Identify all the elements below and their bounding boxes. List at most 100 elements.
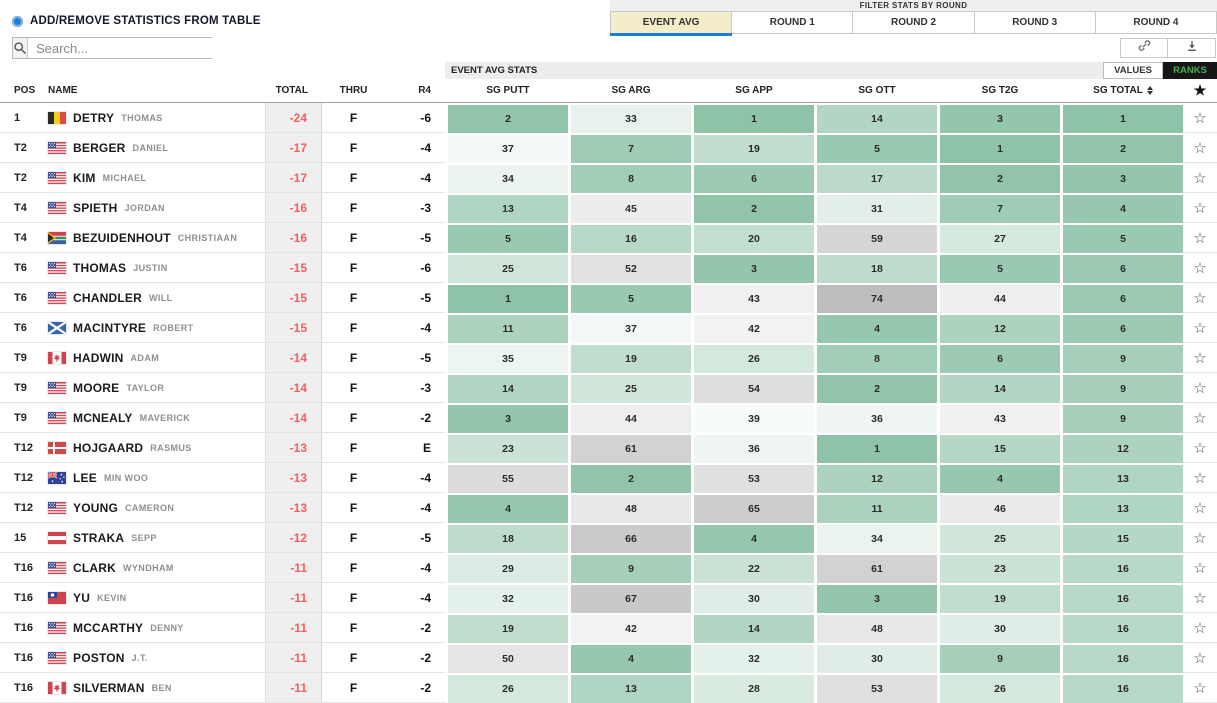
favorite-star[interactable]: ☆ [1183, 343, 1217, 373]
r4-cell: -6 [385, 253, 445, 283]
stat-cell-sg-ott: 5 [817, 134, 937, 163]
col-header-sg-arg[interactable]: SG ARG [571, 85, 691, 96]
favorite-star[interactable]: ☆ [1183, 493, 1217, 523]
total-cell: -14 [265, 343, 322, 373]
favorite-star[interactable]: ☆ [1183, 223, 1217, 253]
player-name-cell[interactable]: THOMAS JUSTIN [48, 253, 265, 283]
stat-cell-sg-t2g: 46 [940, 494, 1060, 523]
col-header-thru[interactable]: THRU [339, 85, 368, 96]
stat-cell-sg-arg: 52 [571, 254, 691, 283]
favorite-star[interactable]: ☆ [1183, 133, 1217, 163]
r4-cell: -4 [385, 133, 445, 163]
player-name-cell[interactable]: HOJGAARD RASMUS [48, 433, 265, 463]
favorite-star[interactable]: ☆ [1183, 433, 1217, 463]
col-header-sg-ott[interactable]: SG OTT [817, 85, 937, 96]
search-input[interactable] [28, 38, 220, 58]
player-first-name: BEN [151, 682, 172, 693]
favorite-star[interactable]: ☆ [1183, 553, 1217, 583]
favorite-star[interactable]: ☆ [1183, 463, 1217, 493]
pos-cell: T9 [0, 373, 48, 403]
flag-at-icon [48, 531, 66, 544]
player-name-cell[interactable]: CLARK WYNDHAM [48, 553, 265, 583]
player-name-cell[interactable]: DETRY THOMAS [48, 103, 265, 133]
player-name-cell[interactable]: MCCARTHY DENNY [48, 613, 265, 643]
player-name-cell[interactable]: STRAKA SEPP [48, 523, 265, 553]
favorite-star[interactable]: ☆ [1183, 583, 1217, 613]
flag-ca-icon [48, 351, 66, 364]
player-name-cell[interactable]: LEE MIN WOO [48, 463, 265, 493]
favorite-star[interactable]: ☆ [1183, 193, 1217, 223]
favorite-star[interactable]: ☆ [1183, 643, 1217, 673]
player-name-cell[interactable]: SPIETH JORDAN [48, 193, 265, 223]
player-name-cell[interactable]: MACINTYRE ROBERT [48, 313, 265, 343]
player-name-cell[interactable]: HADWIN ADAM [48, 343, 265, 373]
player-first-name: J.T. [131, 652, 148, 663]
tab-round-4[interactable]: ROUND 4 [1095, 11, 1217, 34]
copy-link-button[interactable] [1120, 38, 1168, 58]
tab-round-3[interactable]: ROUND 3 [974, 11, 1096, 34]
stat-cell-sg-putt: 14 [448, 374, 568, 403]
favorite-star[interactable]: ☆ [1183, 373, 1217, 403]
values-toggle-button[interactable]: VALUES [1103, 62, 1163, 79]
thru-cell: F [322, 523, 385, 553]
favorite-star[interactable]: ☆ [1183, 313, 1217, 343]
col-header-sg-t2g[interactable]: SG T2G [940, 85, 1060, 96]
favorite-star[interactable]: ☆ [1183, 283, 1217, 313]
favorites-column-header[interactable]: ★ [1193, 82, 1207, 98]
col-header-sg-app[interactable]: SG APP [694, 85, 814, 96]
flag-ca-icon [48, 681, 66, 694]
col-header-total[interactable]: TOTAL [275, 85, 308, 96]
stat-cell-sg-putt: 25 [448, 254, 568, 283]
favorite-star[interactable]: ☆ [1183, 523, 1217, 553]
col-header-sg-total[interactable]: SG TOTAL [1063, 85, 1183, 96]
player-name-cell[interactable]: YOUNG CAMERON [48, 493, 265, 523]
stat-cell-sg-app: 6 [694, 164, 814, 193]
total-cell: -14 [265, 373, 322, 403]
add-remove-label: ADD/REMOVE STATISTICS FROM TABLE [30, 15, 261, 27]
player-name-cell[interactable]: KIM MICHAEL [48, 163, 265, 193]
table-row: T16 YU KEVIN -11 F -4 32 67 30 3 19 16 ☆ [0, 583, 1217, 613]
stat-cell-sg-ott: 18 [817, 254, 937, 283]
favorite-star[interactable]: ☆ [1183, 103, 1217, 133]
stat-cell-sg-arg: 61 [571, 434, 691, 463]
player-name-cell[interactable]: MCNEALY MAVERICK [48, 403, 265, 433]
download-button[interactable] [1168, 38, 1216, 58]
favorite-star[interactable]: ☆ [1183, 253, 1217, 283]
favorite-star[interactable]: ☆ [1183, 163, 1217, 193]
player-name-cell[interactable]: YU KEVIN [48, 583, 265, 613]
favorite-star[interactable]: ☆ [1183, 403, 1217, 433]
player-first-name: RASMUS [150, 442, 192, 453]
player-name-cell[interactable]: POSTON J.T. [48, 643, 265, 673]
col-header-r4[interactable]: R4 [418, 85, 431, 96]
stat-cell-sg-putt: 19 [448, 614, 568, 643]
col-header-name[interactable]: NAME [48, 85, 78, 96]
player-name-cell[interactable]: MOORE TAYLOR [48, 373, 265, 403]
player-name-cell[interactable]: SILVERMAN BEN [48, 673, 265, 703]
sort-icon [1146, 86, 1153, 95]
tab-event-avg[interactable]: EVENT AVG [610, 11, 733, 36]
stat-cell-sg-total: 9 [1063, 404, 1183, 433]
favorite-star[interactable]: ☆ [1183, 613, 1217, 643]
col-header-sg-putt[interactable]: SG PUTT [448, 85, 568, 96]
pos-cell: T6 [0, 253, 48, 283]
favorite-star[interactable]: ☆ [1183, 673, 1217, 703]
player-name-cell[interactable]: CHANDLER WILL [48, 283, 265, 313]
tab-round-1[interactable]: ROUND 1 [732, 11, 854, 34]
pos-cell: T6 [0, 313, 48, 343]
player-name-cell[interactable]: BERGER DANIEL [48, 133, 265, 163]
add-remove-statistics-control[interactable]: ADD/REMOVE STATISTICS FROM TABLE [12, 15, 261, 27]
thru-cell: F [322, 403, 385, 433]
player-last-name: CHANDLER [73, 290, 142, 305]
player-last-name: YOUNG [73, 500, 119, 515]
col-header-pos[interactable]: POS [14, 85, 36, 96]
tab-round-2[interactable]: ROUND 2 [853, 11, 975, 34]
ranks-toggle-button[interactable]: RANKS [1163, 62, 1217, 79]
player-search [12, 37, 220, 59]
player-name-cell[interactable]: BEZUIDENHOUT CHRISTIAAN [48, 223, 265, 253]
table-row: T6 CHANDLER WILL -15 F -5 1 5 43 74 44 6 ☆ [0, 283, 1217, 313]
stat-cells: 19 42 14 48 30 16 [445, 613, 1183, 643]
stat-cells: 2 33 1 14 3 1 [445, 103, 1183, 133]
total-cell: -13 [265, 433, 322, 463]
stat-cell-sg-total: 13 [1063, 464, 1183, 493]
stat-cell-sg-app: 36 [694, 434, 814, 463]
